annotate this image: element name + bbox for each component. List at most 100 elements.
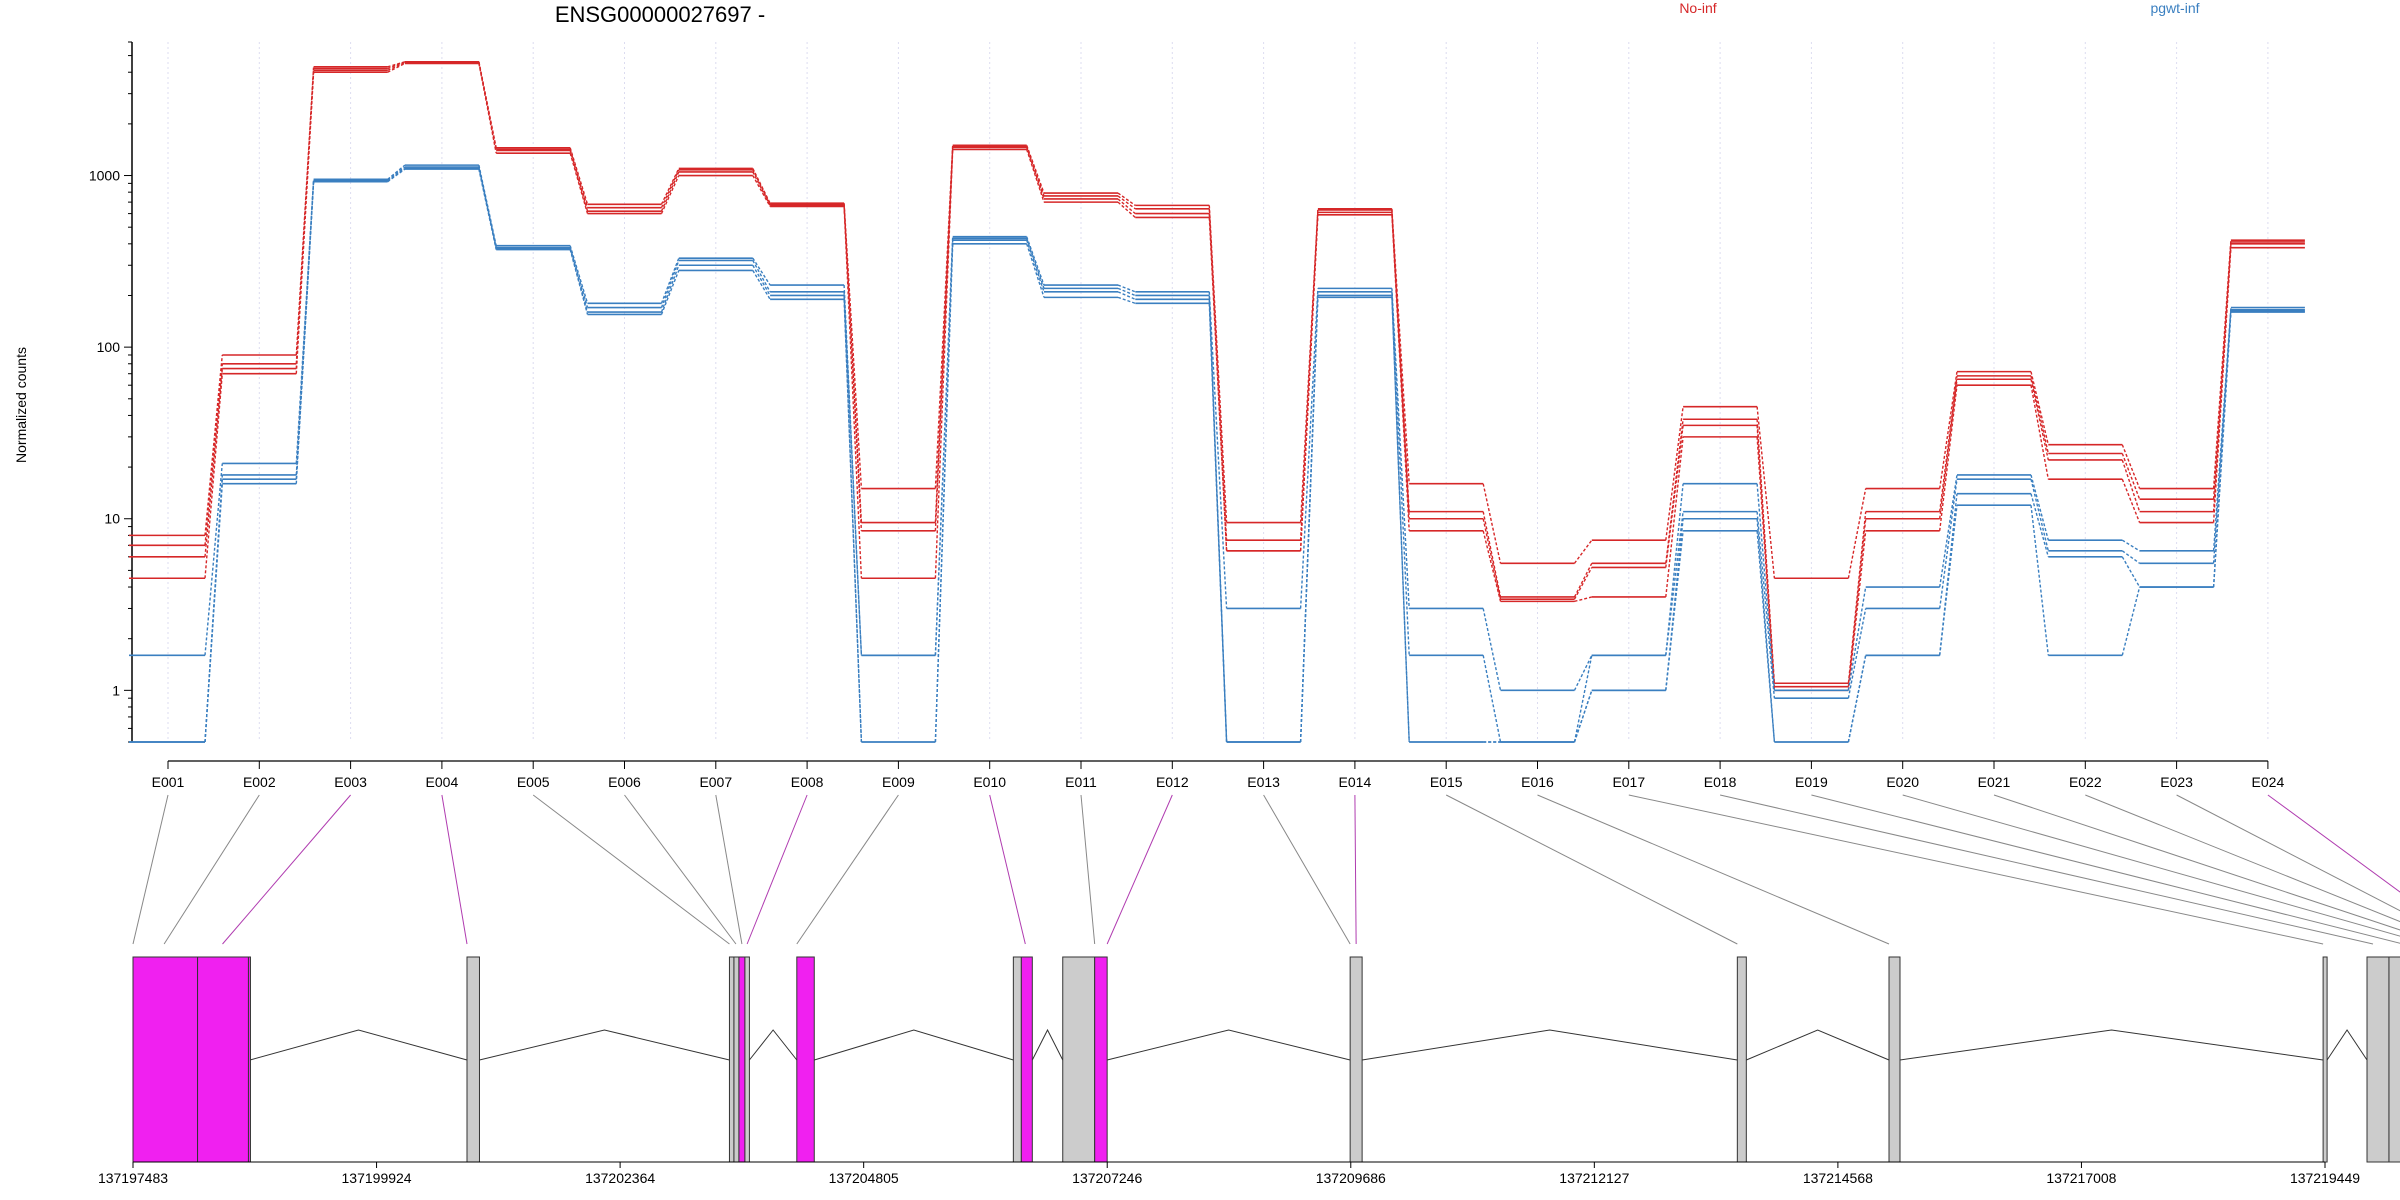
- exon-count-connector: [1847, 608, 1867, 699]
- y-tick-label: 100: [97, 339, 121, 355]
- exon-count-connector: [387, 164, 406, 180]
- x-tick-label: E017: [1612, 774, 1645, 790]
- exon-count-connector: [1482, 530, 1502, 602]
- exon-box: [1094, 956, 1108, 1163]
- x-tick-label: E011: [1065, 774, 1097, 790]
- sample-line: [129, 166, 2305, 743]
- x-tick-label: E019: [1795, 774, 1828, 790]
- x-axis: E001 E002 E003 E004 E005 E006 E007 E008 E009 E010…: [152, 760, 2284, 790]
- exon-count-connector: [1391, 297, 1410, 743]
- exon-connector: [2267, 794, 2400, 893]
- exon-count-connector: [1939, 479, 1958, 609]
- exon-count-connector: [1208, 217, 1228, 551]
- sample-line: [129, 168, 2305, 743]
- exon-count-connector: [752, 175, 771, 207]
- exon-count-connector: [1117, 287, 1136, 297]
- exon-connector: [1811, 794, 2400, 944]
- exon-connector: [1354, 794, 1357, 945]
- x-tick-label: E021: [1978, 774, 2011, 790]
- intron: [1746, 1029, 1890, 1061]
- exon-count-connector: [752, 257, 771, 286]
- x-tick-label: E008: [791, 774, 824, 790]
- exon-count-connector: [1573, 567, 1593, 600]
- exon-count-connector: [2212, 309, 2232, 564]
- sample-line: [129, 167, 2305, 743]
- exon-connector: [1106, 794, 1173, 945]
- exon-count-connector: [1573, 539, 1593, 564]
- exon-count-connector: [2030, 375, 2049, 454]
- exon-box: [1888, 956, 1901, 1163]
- exon-count-connector: [660, 168, 680, 205]
- exon-count-connector: [1756, 406, 1776, 579]
- exon-count-connector: [1847, 518, 1867, 687]
- sample-line: [129, 164, 2305, 692]
- exon-count-connector: [1117, 195, 1136, 210]
- x-tick-label: E014: [1339, 774, 1372, 790]
- exon-count-connector: [1117, 296, 1136, 304]
- exon-count-connector: [2030, 493, 2049, 557]
- exon-count-connector: [1117, 192, 1136, 206]
- exon-count-connector: [752, 270, 771, 300]
- exon-connector: [1537, 794, 1890, 945]
- genomic-tick-label: 137197483: [98, 1170, 168, 1186]
- exon-box: [744, 956, 750, 1163]
- exon-connector: [1445, 794, 1738, 945]
- exon-count-connector: [843, 205, 863, 531]
- intron: [814, 1029, 1014, 1061]
- exon-count-connector: [1026, 147, 1045, 200]
- exon-connector: [1902, 794, 2400, 937]
- exon-box: [466, 956, 480, 1163]
- exon-count-connector: [478, 168, 497, 250]
- intron: [1031, 1028, 1064, 1061]
- exon-count-connector: [204, 354, 223, 536]
- x-tick-label: E020: [1886, 774, 1919, 790]
- exon-count-connector: [1026, 149, 1045, 203]
- exon-count-connector: [1482, 518, 1502, 600]
- exon-box: [197, 956, 249, 1163]
- exon-count-connector: [1665, 436, 1684, 598]
- x-tick-label: E018: [1704, 774, 1737, 790]
- x-tick-label: E023: [2160, 774, 2193, 790]
- exon-count-connector: [569, 150, 589, 212]
- exon-connector: [132, 794, 169, 945]
- exon-count-connector: [1573, 655, 1593, 691]
- exon-count-connector: [934, 238, 954, 656]
- exon-box: [2366, 956, 2390, 1163]
- exon-box: [1012, 956, 1022, 1163]
- exon-connector: [1719, 794, 2374, 945]
- exon-count-connector: [1573, 562, 1593, 598]
- exon-connector: [441, 794, 468, 945]
- exon-count-connector: [1756, 425, 1776, 687]
- exon-count-connector: [204, 463, 223, 656]
- x-tick-label: E002: [243, 774, 276, 790]
- exon-connector-lines: [132, 794, 2400, 945]
- exon-connector: [1263, 794, 1351, 945]
- genomic-axis: 137197483 137199924 137202364 137204805 1372…: [98, 1161, 2360, 1186]
- exon-count-connector: [1939, 385, 1958, 531]
- exon-count-connector: [387, 61, 406, 70]
- exon-count-connector: [295, 66, 315, 356]
- exon-count-connector: [752, 171, 771, 206]
- exon-count-connector: [1117, 198, 1136, 215]
- exon-count-connector: [1117, 284, 1136, 293]
- y-tick-label: 1000: [89, 168, 120, 184]
- exon-count-connector: [1574, 596, 1592, 603]
- genomic-tick-label: 137219449: [2290, 1170, 2360, 1186]
- exon-count-connector: [2030, 371, 2049, 445]
- sample-lines: [129, 61, 2305, 743]
- exon-count-connector: [1847, 586, 1867, 691]
- exon-count-connector: [1939, 505, 1958, 656]
- x-tick-label: E010: [973, 774, 1006, 790]
- exon-count-connector: [752, 264, 771, 296]
- exon-count-connector: [1573, 690, 1593, 743]
- exon-box: [738, 956, 746, 1163]
- exon-count-connector: [660, 260, 680, 308]
- exon-count-connector: [843, 295, 863, 743]
- exon-count-connector: [2121, 550, 2141, 564]
- exon-count-connector: [1482, 483, 1502, 564]
- exon-count-connector: [387, 166, 406, 181]
- exon-connector: [1993, 794, 2400, 931]
- exon-connector: [1628, 794, 2324, 945]
- exon-count-connector: [1117, 291, 1136, 300]
- exon-count-connector: [1939, 375, 1958, 512]
